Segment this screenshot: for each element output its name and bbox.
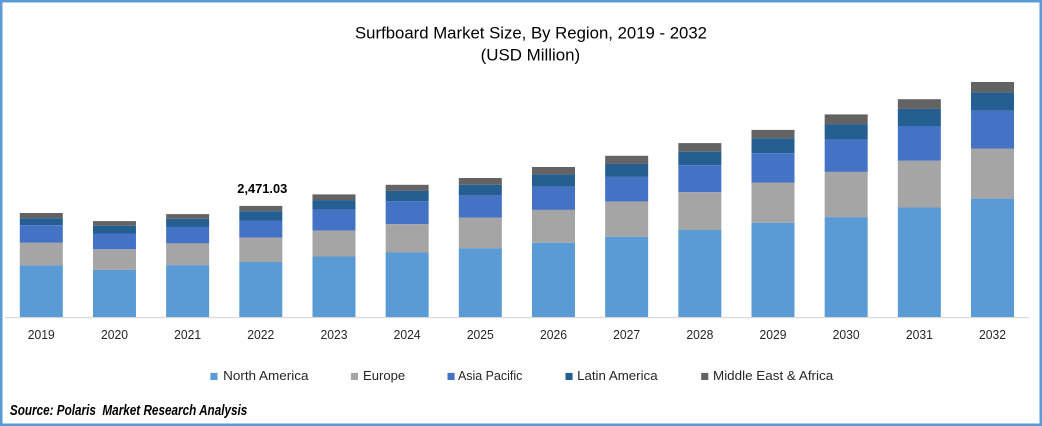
svg-text:2032: 2032 — [979, 327, 1006, 342]
svg-text:Latin America: Latin America — [577, 368, 658, 383]
svg-text:2024: 2024 — [394, 327, 421, 342]
svg-text:Surfboard Market Size, By Regi: Surfboard Market Size, By Region, 2019 -… — [355, 23, 707, 42]
svg-text:North America: North America — [223, 368, 309, 383]
svg-text:2022: 2022 — [247, 327, 274, 342]
svg-text:2019: 2019 — [28, 327, 55, 342]
svg-text:2020: 2020 — [101, 327, 128, 342]
svg-text:2028: 2028 — [686, 327, 713, 342]
svg-text:2029: 2029 — [760, 327, 787, 342]
svg-text:2025: 2025 — [467, 327, 494, 342]
svg-text:2,471.03: 2,471.03 — [237, 182, 287, 196]
svg-text:Source: Polaris Market Resear: Source: Polaris Market Research Analysis — [10, 402, 247, 419]
svg-text:2021: 2021 — [174, 327, 201, 342]
svg-text:2023: 2023 — [320, 327, 347, 342]
svg-text:2031: 2031 — [906, 327, 933, 342]
svg-text:Europe: Europe — [363, 368, 405, 383]
svg-text:Middle East & Africa: Middle East & Africa — [713, 368, 834, 383]
svg-text:2026: 2026 — [540, 327, 567, 342]
svg-text:(USD Million): (USD Million) — [481, 45, 581, 64]
svg-text:2030: 2030 — [833, 327, 860, 342]
svg-text:Asia Pacific: Asia Pacific — [458, 368, 523, 383]
svg-text:2027: 2027 — [613, 327, 640, 342]
